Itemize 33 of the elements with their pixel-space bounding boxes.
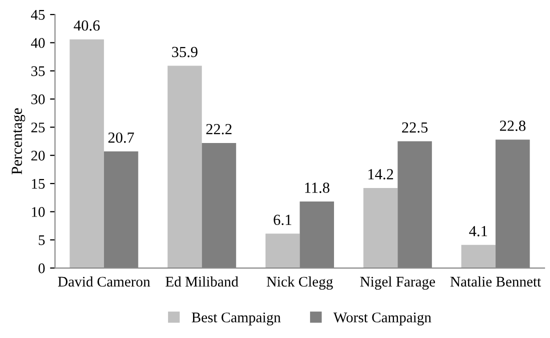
x-tick-label: David Cameron — [58, 276, 150, 287]
data-label: 22.8 — [500, 120, 526, 131]
data-label: 6.1 — [274, 214, 292, 226]
x-tick-label: Nigel Farage — [360, 276, 436, 290]
y-tick-label: 0 — [38, 263, 45, 274]
data-label: 14.2 — [368, 169, 394, 180]
x-tick-label: Ed Miliband — [166, 276, 238, 287]
bar — [70, 39, 104, 268]
bar — [168, 66, 202, 268]
y-tick-label: 25 — [31, 122, 45, 132]
y-tick-label: 35 — [31, 66, 45, 76]
data-label: 22.2 — [206, 124, 232, 134]
x-tick-label: Natalie Bennett — [450, 276, 542, 287]
y-axis-title: Percentage — [12, 108, 26, 174]
x-tick-label: Nick Clegg — [266, 276, 333, 290]
y-tick-label: 30 — [31, 94, 45, 104]
data-label: 40.6 — [74, 20, 100, 31]
legend-label: Worst Campaign — [333, 312, 432, 326]
data-label: 11.8 — [305, 182, 330, 193]
data-label: 22.5 — [402, 122, 428, 133]
y-tick-label: 20 — [31, 150, 45, 161]
legend-label: Best Campaign — [192, 312, 281, 326]
bar — [461, 244, 496, 268]
data-label: 35.9 — [172, 46, 198, 58]
y-tick-label: 40 — [30, 38, 45, 48]
y-tick-label: 45 — [30, 10, 45, 20]
bar — [363, 188, 398, 268]
data-label: 20.7 — [108, 132, 134, 143]
y-tick-label: 10 — [32, 207, 45, 217]
data-label: 4.1 — [469, 226, 488, 236]
y-tick-label: 15 — [32, 178, 45, 189]
bar — [265, 234, 300, 268]
y-tick-label: 5 — [38, 235, 45, 246]
